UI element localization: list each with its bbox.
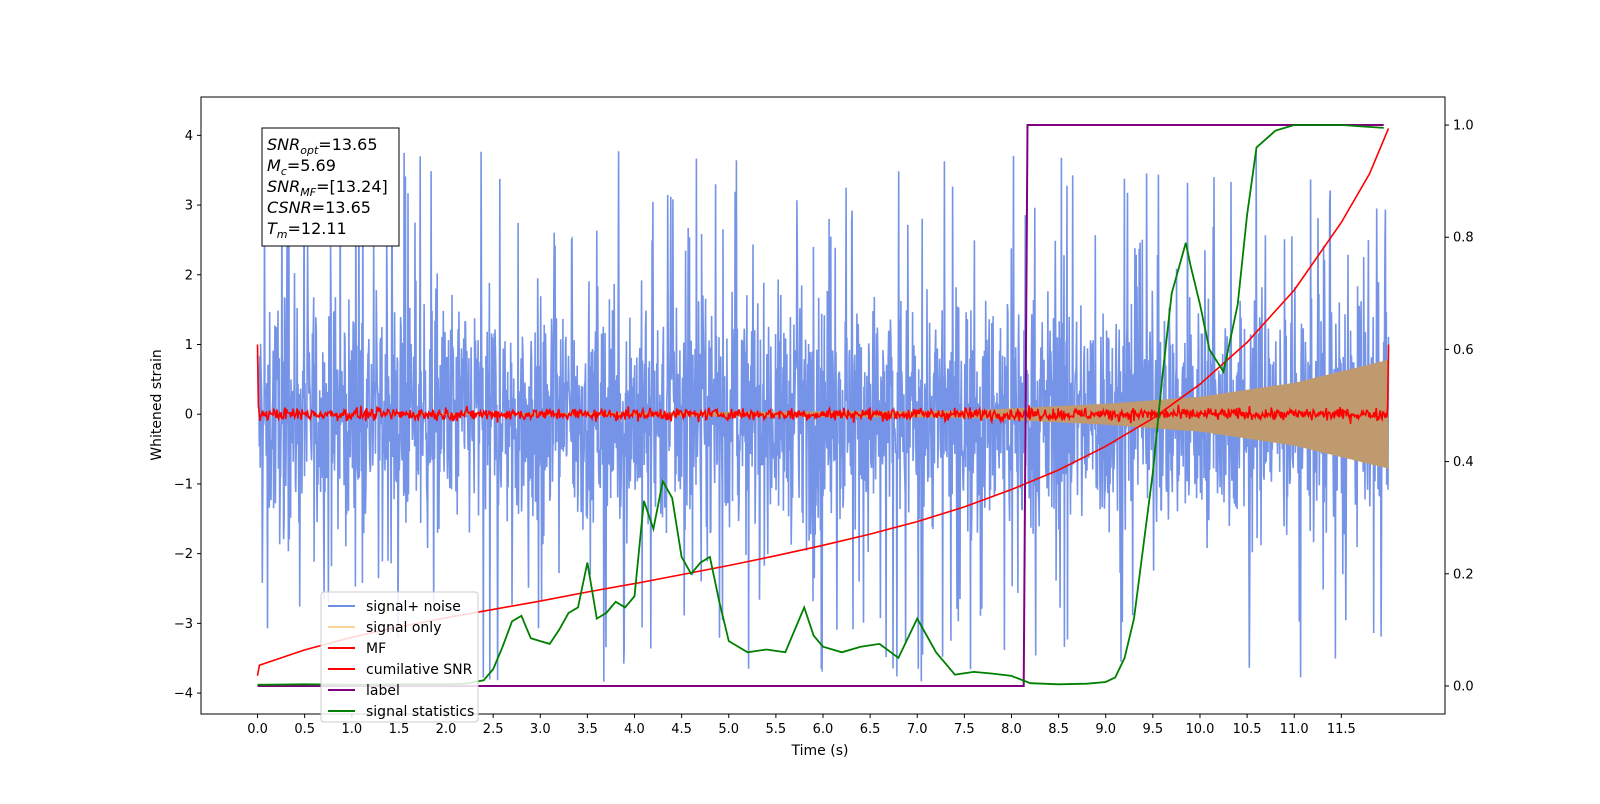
- y-right-tick-label: 0.0: [1453, 679, 1474, 694]
- x-axis-label: Time (s): [791, 743, 849, 759]
- x-tick-label: 7.0: [907, 722, 928, 737]
- y-axis-label: Whitened strain: [149, 349, 165, 460]
- series-signal-statistics-line: [257, 124, 1384, 686]
- x-tick-label: 6.0: [813, 722, 834, 737]
- x-tick-label: 6.5: [860, 722, 881, 737]
- x-tick-label: 11.5: [1327, 722, 1356, 737]
- legend-entry: signal only: [366, 620, 441, 636]
- legend-entry: MF: [366, 641, 386, 657]
- x-tick-label: 2.0: [436, 722, 457, 737]
- x-tick-label: 9.5: [1143, 722, 1164, 737]
- y-right-tick-label: 0.4: [1453, 455, 1474, 470]
- legend-entry: signal statistics: [366, 704, 474, 720]
- y-left-tick-label: 2: [185, 268, 193, 283]
- x-tick-label: 3.5: [577, 722, 598, 737]
- x-tick-label: 10.0: [1185, 722, 1214, 737]
- info-box: SNRopt=13.65Mc=5.69SNRMF=[13.24]CSNR=13.…: [261, 127, 400, 247]
- series-mf-line: [256, 344, 1390, 425]
- y-right-tick-label: 1.0: [1453, 119, 1474, 134]
- legend-entry: label: [366, 683, 400, 699]
- x-tick-label: 3.0: [530, 722, 551, 737]
- y-right-tick-label: 0.6: [1453, 343, 1474, 358]
- y-left-tick-label: −1: [174, 477, 193, 492]
- x-tick-label: 8.5: [1048, 722, 1069, 737]
- x-tick-label: 7.5: [954, 722, 975, 737]
- x-tick-label: 4.0: [624, 722, 645, 737]
- legend-entry: cumilative SNR: [366, 662, 473, 678]
- x-tick-label: 1.0: [341, 722, 362, 737]
- x-tick-label: 0.5: [294, 722, 315, 737]
- y-right-tick-label: 0.2: [1453, 567, 1474, 582]
- info-box-line: Mc=5.69: [267, 156, 336, 178]
- x-tick-label: 10.5: [1233, 722, 1262, 737]
- info-box-line: SNRopt=13.65: [267, 135, 378, 157]
- info-box-line: Tm=12.11: [267, 219, 347, 241]
- y-left-tick-label: 4: [185, 129, 193, 144]
- y-right-tick-label: 0.8: [1453, 231, 1474, 246]
- y-left-tick-label: 0: [185, 408, 193, 423]
- legend-entry: signal+ noise: [366, 599, 461, 615]
- x-tick-label: 1.5: [389, 722, 410, 737]
- x-tick-label: 11.0: [1280, 722, 1309, 737]
- x-tick-label: 2.5: [483, 722, 504, 737]
- x-tick-label: 4.5: [671, 722, 692, 737]
- info-box-line: CSNR=13.65: [267, 198, 371, 217]
- y-left-tick-label: −2: [174, 547, 193, 562]
- x-tick-label: 9.0: [1095, 722, 1116, 737]
- y-left-tick-label: −3: [174, 617, 193, 632]
- y-left-tick-label: 1: [185, 338, 193, 353]
- series-signal-noise-line: [256, 145, 1390, 682]
- info-box-line: SNRMF=[13.24]: [267, 177, 388, 199]
- y-left-tick-label: 3: [185, 199, 193, 214]
- series-label-line: [257, 124, 1384, 687]
- legend: signal+ noise signal only MF cumilative SNR…: [320, 591, 479, 723]
- y-left-tick-label: −4: [174, 687, 193, 702]
- x-tick-label: 8.0: [1001, 722, 1022, 737]
- x-tick-label: 5.5: [766, 722, 787, 737]
- x-tick-label: 5.0: [718, 722, 739, 737]
- x-tick-label: 0.0: [247, 722, 268, 737]
